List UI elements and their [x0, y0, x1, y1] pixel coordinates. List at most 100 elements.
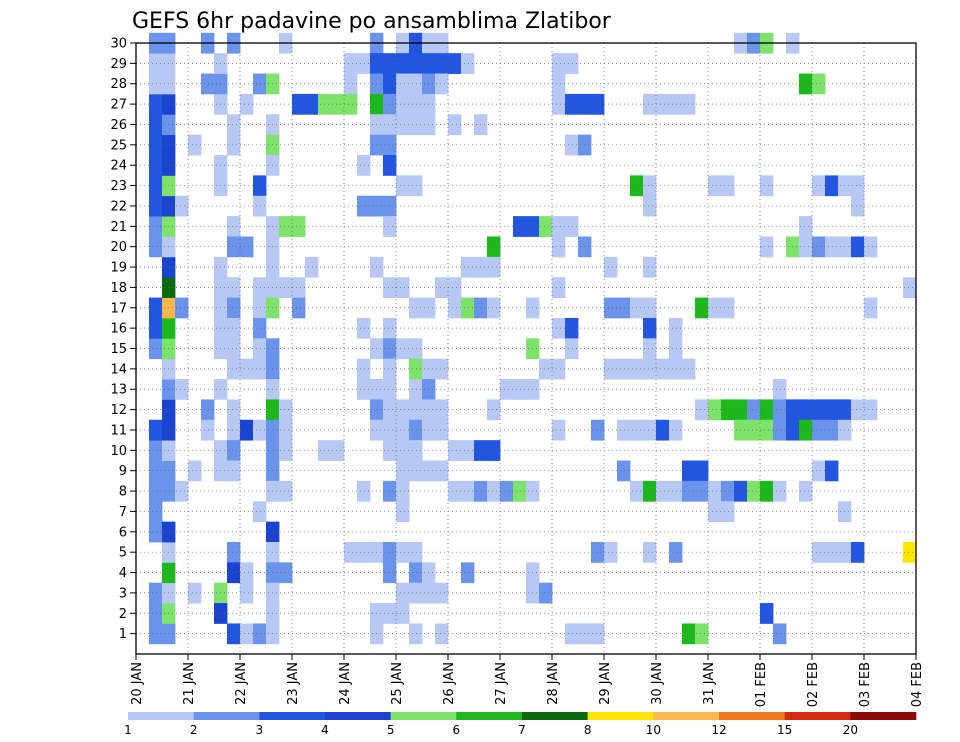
heatmap-cell [695, 480, 709, 502]
y-tick-label: 22 [110, 199, 127, 214]
colorbar-label: 3 [256, 723, 264, 737]
heatmap-cell [461, 297, 475, 319]
heatmap-cell [396, 277, 410, 298]
heatmap-cell [500, 480, 514, 502]
heatmap-cell [279, 562, 293, 584]
heatmap-cell [461, 440, 475, 461]
heatmap-cell [149, 460, 163, 482]
heatmap-cell [240, 93, 254, 115]
heatmap-cell [461, 562, 475, 584]
y-tick-label: 25 [110, 138, 127, 153]
heatmap-cell [487, 297, 501, 319]
heatmap-cell [409, 175, 423, 197]
heatmap-cell [552, 277, 566, 298]
heatmap-cell [292, 93, 306, 115]
heatmap-cell [357, 480, 371, 502]
heatmap-cell [643, 175, 657, 197]
heatmap-cell [149, 480, 163, 502]
heatmap-cell [773, 480, 787, 502]
heatmap-cell [149, 338, 163, 360]
heatmap-cell [409, 562, 423, 584]
heatmap-cell [591, 419, 605, 441]
heatmap-cell [175, 480, 189, 502]
heatmap-cell [643, 256, 657, 278]
heatmap-cell [851, 236, 865, 258]
heatmap-cell [513, 216, 527, 237]
heatmap-cell [552, 358, 566, 380]
heatmap-cell [383, 480, 397, 502]
heatmap-cell [708, 175, 722, 197]
heatmap-cell [383, 93, 397, 115]
heatmap-cell [227, 236, 241, 258]
heatmap-cell [669, 338, 683, 360]
y-tick-label: 14 [110, 362, 127, 377]
y-tick-label: 19 [110, 261, 127, 276]
heatmap-cell [409, 419, 423, 441]
heatmap-cell [747, 419, 761, 441]
heatmap-cell [409, 460, 423, 482]
y-tick-label: 17 [110, 301, 127, 316]
heatmap-cell [240, 623, 254, 645]
heatmap-cell [331, 440, 345, 461]
heatmap-cell [461, 53, 475, 74]
y-tick-label: 26 [110, 118, 127, 133]
heatmap-cell [409, 541, 423, 563]
heatmap-cell [643, 480, 657, 502]
y-tick-label: 30 [110, 37, 127, 52]
heatmap-cell [812, 419, 826, 441]
heatmap-cell [409, 358, 423, 380]
heatmap-cells [149, 32, 917, 645]
heatmap-cell [669, 358, 683, 380]
heatmap-cell [656, 480, 670, 502]
heatmap-cell [448, 297, 462, 319]
heatmap-cell [812, 175, 826, 197]
heatmap-cell [695, 460, 709, 482]
heatmap-cell [604, 297, 618, 319]
heatmap-cell [253, 297, 267, 319]
heatmap-cell [552, 317, 566, 339]
y-tick-label: 27 [110, 98, 127, 113]
heatmap-cell [812, 541, 826, 563]
colorbar-segment [128, 712, 194, 720]
heatmap-cell [656, 93, 670, 115]
heatmap-cell [396, 338, 410, 360]
x-tick-label: 04 FEB [910, 662, 925, 707]
heatmap-cell [565, 134, 579, 156]
colorbar-segment [587, 712, 654, 720]
heatmap-cell [279, 216, 293, 237]
heatmap-cell [643, 93, 657, 115]
heatmap-cell [773, 623, 787, 645]
heatmap-cell [851, 541, 865, 563]
y-tick-label: 28 [110, 77, 127, 92]
heatmap-cell [812, 460, 826, 482]
heatmap-cell [708, 399, 722, 421]
heatmap-cell [539, 582, 553, 604]
heatmap-cell [851, 399, 865, 421]
heatmap-cell [487, 256, 501, 278]
heatmap-cell [279, 399, 293, 421]
heatmap-cell [201, 419, 215, 441]
heatmap-cell [383, 73, 397, 95]
heatmap-cell [487, 236, 501, 258]
heatmap-cell [656, 419, 670, 441]
colorbar-segment [456, 712, 523, 720]
heatmap-cell [149, 521, 163, 543]
heatmap-cell [253, 317, 267, 339]
heatmap-cell [409, 623, 423, 645]
x-tick-label: 01 FEB [754, 662, 769, 707]
heatmap-cell [851, 195, 865, 217]
heatmap-cell [396, 480, 410, 502]
heatmap-cell [149, 236, 163, 258]
heatmap-cell [227, 541, 241, 563]
heatmap-cell [695, 297, 709, 319]
colorbar-segment [784, 712, 851, 720]
heatmap-cell [760, 175, 774, 197]
y-tick-label: 24 [110, 159, 127, 174]
x-tick-label: 20 JAN [130, 662, 145, 705]
heatmap-cell [435, 582, 449, 604]
heatmap-cell [227, 297, 241, 319]
heatmap-cell [357, 53, 371, 74]
heatmap-cell [903, 541, 917, 563]
heatmap-cell [721, 297, 735, 319]
heatmap-cell [149, 175, 163, 197]
